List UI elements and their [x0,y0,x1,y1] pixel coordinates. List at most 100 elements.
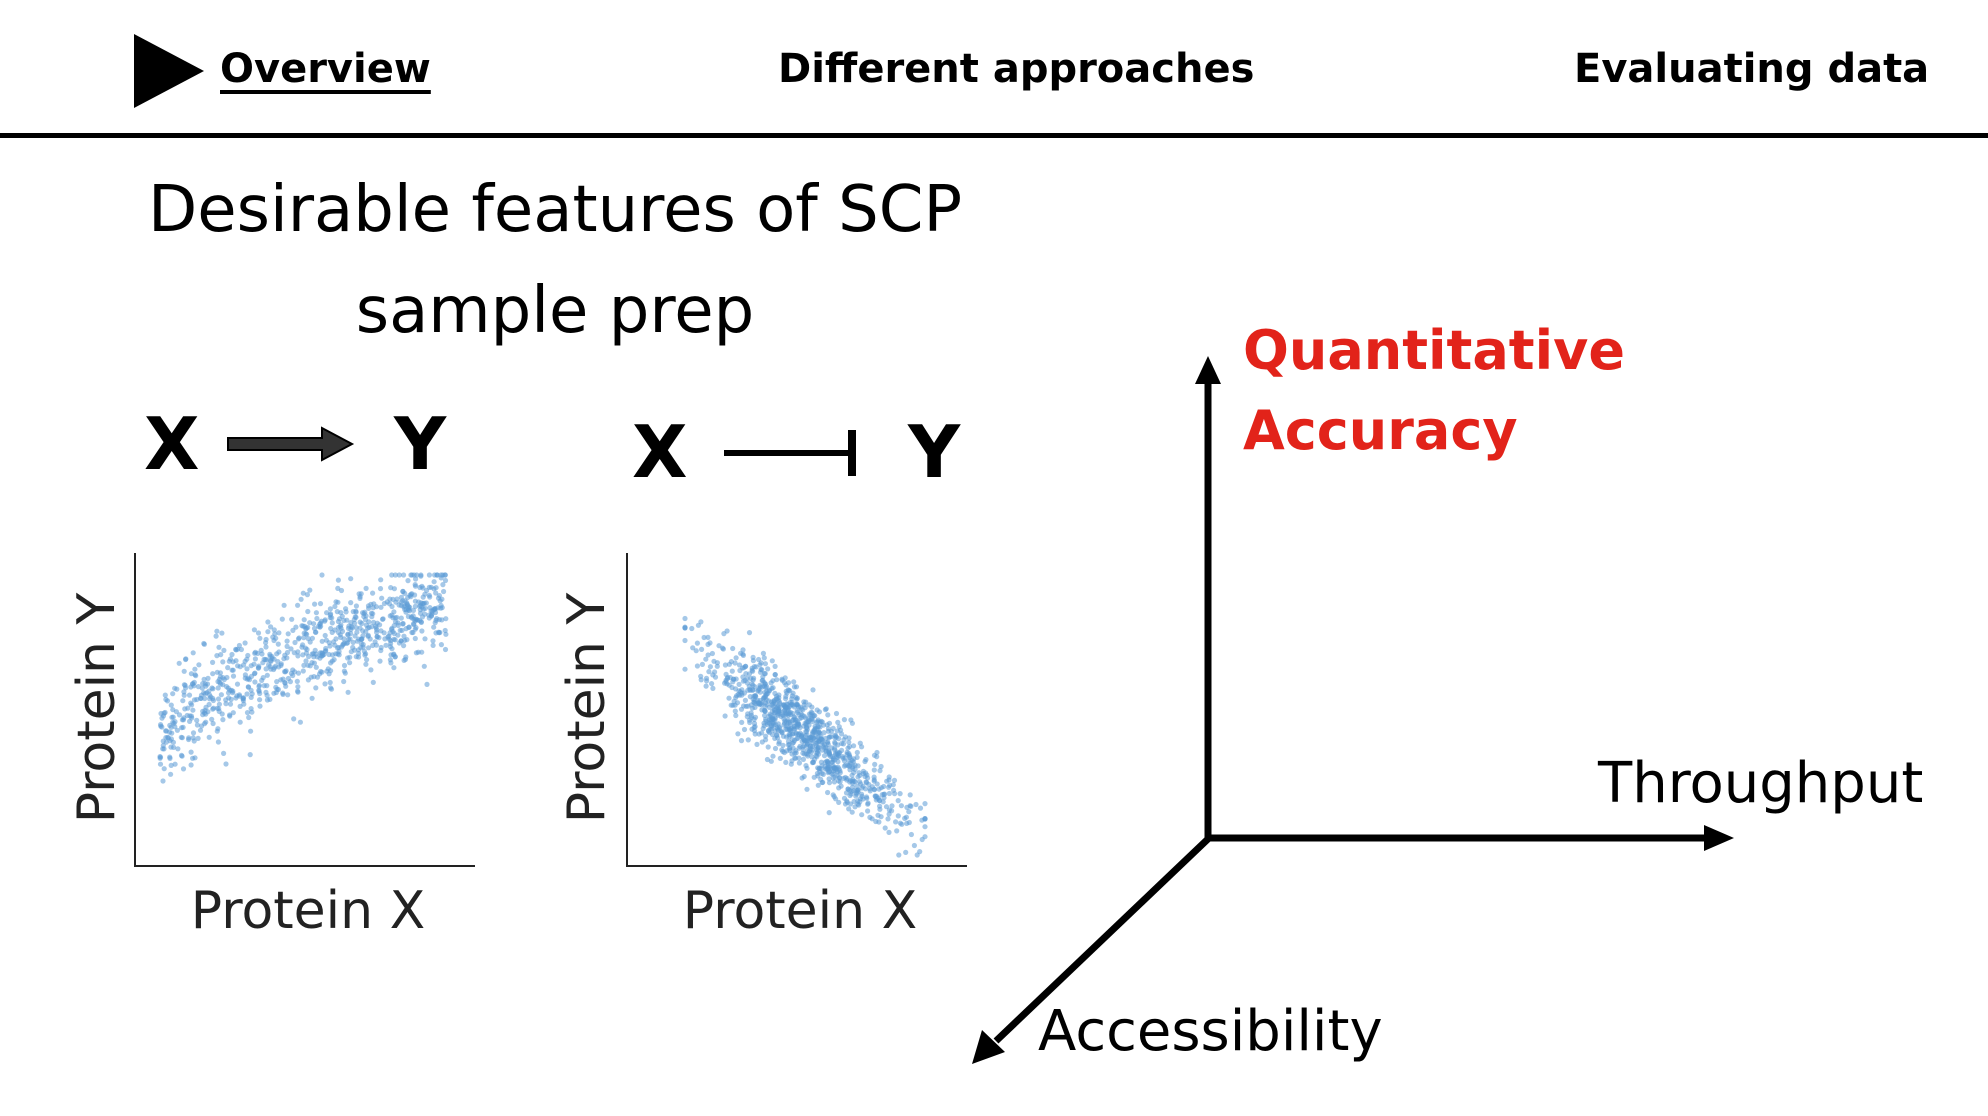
scatter-point [274,686,280,693]
scatter-point [710,685,716,692]
scatter-point [201,710,208,716]
scatter-point [730,679,736,685]
scatter-point [742,663,749,670]
scatter-point [693,648,699,654]
scatter-point [391,586,397,592]
scatter-point [805,719,812,725]
scatter-point [311,621,317,627]
scatter-point [784,704,790,710]
scatter-point [872,793,878,799]
scatter-point [850,763,856,770]
scatter-point [828,766,834,772]
scatter-point [194,717,200,724]
scatter-point [804,724,810,730]
scatter-point [733,686,739,692]
scatter-point [820,771,826,778]
scatter-point [345,640,351,646]
scatter-point [187,713,193,719]
scatter-point [216,701,222,707]
scatter-point [365,603,372,609]
scatter-point [906,819,912,826]
scatter-point [789,740,796,747]
scatter-point [244,656,250,662]
scatter-point [417,607,423,613]
scatter-point [329,652,336,658]
scatter-point [721,631,727,637]
scatter-point [275,659,281,665]
scatter-point [848,717,854,723]
nav-item-different-approaches[interactable]: Different approaches [778,46,1255,92]
scatter-point [386,636,392,642]
scatter-point [420,600,426,607]
scatter-point [849,778,855,784]
scatter-point [392,619,399,625]
scatter-point [839,740,845,747]
scatter-point [320,652,326,658]
scatter-point [818,759,825,765]
scatter-point [180,724,186,731]
scatter-point [854,783,860,789]
scatter-point [874,754,880,760]
scatter-point [833,734,840,740]
inhibition-to-label: Y [908,410,961,494]
nav-item-overview[interactable]: Overview [220,46,431,92]
scatter-point [749,681,755,687]
scatter-point [845,762,851,769]
scatter-point [284,638,290,644]
scatter-point [345,631,351,637]
scatter-point [358,591,364,597]
scatter-point [360,633,366,639]
scatter-point [188,713,195,719]
scatter-point [299,644,305,650]
scatter-point [825,712,831,718]
scatter-point [386,633,392,639]
scatter-points-positive [157,572,449,784]
scatter-point [443,631,449,637]
scatter-point [401,572,407,578]
scatter-point [276,630,282,636]
scatter-point [785,723,791,730]
scatter-point [790,731,796,737]
scatter-point [200,681,206,687]
scatter-point [789,696,795,702]
scatter-plot-positive: Protein X Protein Y [67,553,475,941]
scatter-point [376,635,382,641]
scatter-point [776,708,782,714]
scatter-point [172,685,178,691]
scatter-point [411,621,417,628]
scatter-point [221,676,227,683]
scatter-point [363,622,370,628]
scatter-point [874,749,880,756]
scatter-point [327,643,333,649]
scatter-point [167,738,173,744]
scatter-point [189,702,195,708]
scatter-point [770,678,776,684]
scatter-point [769,720,775,726]
scatter-point [220,717,226,723]
scatter-point [819,739,826,745]
scatter-point [816,738,822,744]
scatter-point [784,726,790,732]
scatter-point [794,708,800,714]
scatter-point [825,764,831,770]
scatter-point [748,715,754,721]
scatter-point [705,634,711,641]
scatter-point [354,638,360,644]
scatter-point [875,812,881,818]
scatter-point [835,751,841,757]
scatter-point [346,636,352,643]
scatter-point [269,655,275,662]
scatter-point [284,643,290,650]
scatter-point [318,668,324,675]
nav-item-evaluating-data[interactable]: Evaluating data [1574,46,1930,92]
scatter-point [438,642,444,648]
scatter-point [781,716,787,722]
scatter-point [807,746,814,752]
scatter-point [757,662,763,668]
scatter-point [403,609,409,615]
scatter-point [825,789,831,796]
scatter-point [408,591,414,597]
scatter-point [358,645,364,651]
scatter-point [872,793,879,800]
scatter-point [295,649,301,655]
